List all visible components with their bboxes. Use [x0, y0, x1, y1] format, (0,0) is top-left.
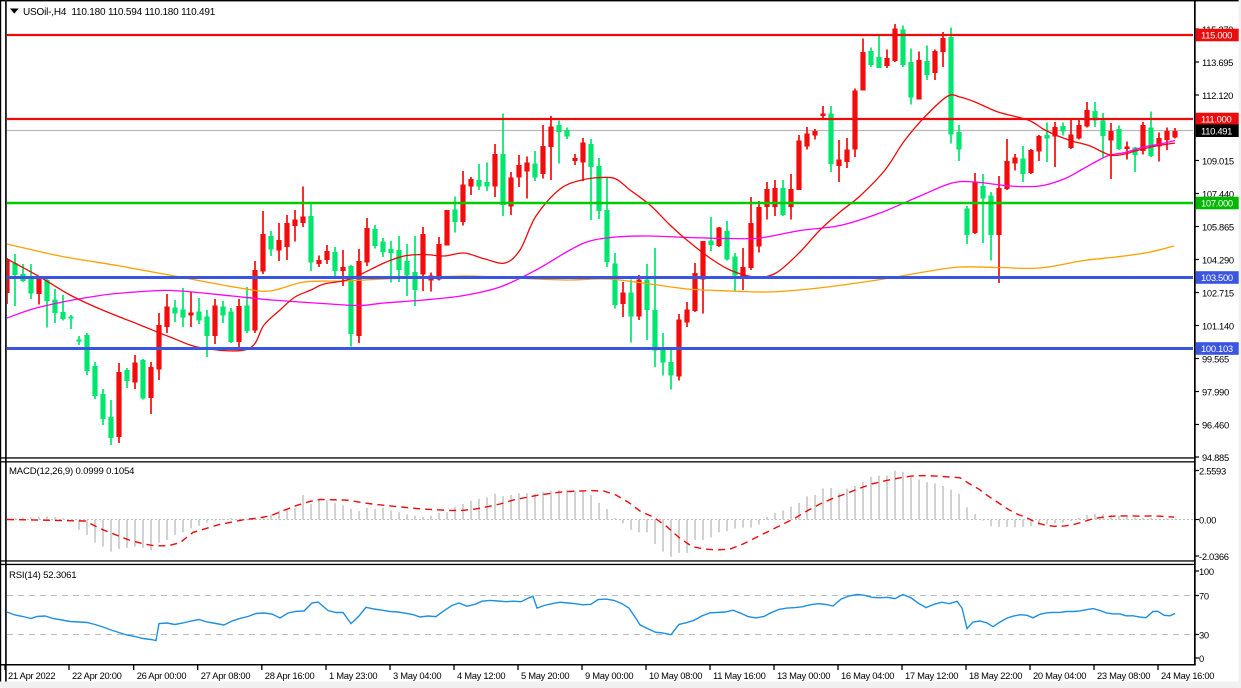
svg-text:23 May 08:00: 23 May 08:00: [1097, 670, 1150, 681]
svg-text:107.000: 107.000: [1201, 198, 1233, 209]
svg-text:100.103: 100.103: [1201, 343, 1233, 354]
svg-text:105.865: 105.865: [1202, 221, 1234, 232]
svg-text:0.00: 0.00: [1199, 514, 1216, 525]
svg-text:USOil-,H4 110.180 110.594 110: USOil-,H4 110.180 110.594 110.180 110.49…: [23, 7, 216, 18]
svg-text:17 May 12:00: 17 May 12:00: [905, 670, 958, 681]
svg-text:100: 100: [1199, 566, 1214, 577]
svg-text:110.491: 110.491: [1201, 125, 1232, 136]
svg-text:1 May 23:00: 1 May 23:00: [329, 670, 377, 681]
svg-text:97.990: 97.990: [1202, 386, 1229, 397]
svg-text:27 Apr 08:00: 27 Apr 08:00: [201, 670, 251, 681]
svg-text:20 May 04:00: 20 May 04:00: [1033, 670, 1086, 681]
svg-text:0: 0: [1199, 653, 1204, 664]
svg-text:-2.0366: -2.0366: [1199, 551, 1229, 562]
svg-text:96.460: 96.460: [1202, 419, 1229, 430]
svg-text:4 May 12:00: 4 May 12:00: [457, 670, 505, 681]
svg-text:103.500: 103.500: [1201, 272, 1233, 283]
svg-text:MACD(12,26,9) 0.0999 0.1054: MACD(12,26,9) 0.0999 0.1054: [9, 466, 135, 477]
svg-text:107.440: 107.440: [1202, 188, 1234, 199]
svg-text:24 May 16:00: 24 May 16:00: [1161, 670, 1214, 681]
svg-text:99.565: 99.565: [1202, 353, 1229, 364]
svg-text:70: 70: [1199, 590, 1209, 601]
svg-text:101.140: 101.140: [1202, 320, 1234, 331]
svg-text:111.000: 111.000: [1201, 114, 1231, 125]
svg-text:115.000: 115.000: [1201, 30, 1232, 41]
svg-text:11 May 16:00: 11 May 16:00: [713, 670, 766, 681]
svg-text:21 Apr 2022: 21 Apr 2022: [8, 670, 55, 681]
svg-text:104.290: 104.290: [1202, 254, 1234, 265]
svg-text:9 May 00:00: 9 May 00:00: [585, 670, 633, 681]
svg-text:2.5593: 2.5593: [1199, 465, 1226, 476]
svg-text:102.715: 102.715: [1202, 287, 1234, 298]
svg-text:3 May 04:00: 3 May 04:00: [393, 670, 441, 681]
svg-text:113.695: 113.695: [1202, 57, 1233, 68]
svg-text:RSI(14) 52.3061: RSI(14) 52.3061: [9, 570, 76, 581]
svg-text:112.120: 112.120: [1202, 90, 1233, 101]
svg-text:26 Apr 00:00: 26 Apr 00:00: [137, 670, 187, 681]
svg-text:18 May 22:00: 18 May 22:00: [969, 670, 1022, 681]
svg-text:109.015: 109.015: [1202, 155, 1234, 166]
svg-text:16 May 04:00: 16 May 04:00: [841, 670, 894, 681]
svg-text:94.885: 94.885: [1202, 452, 1229, 463]
svg-text:28 Apr 16:00: 28 Apr 16:00: [265, 670, 315, 681]
svg-text:30: 30: [1199, 629, 1209, 640]
svg-text:10 May 08:00: 10 May 08:00: [649, 670, 702, 681]
svg-text:22 Apr 20:00: 22 Apr 20:00: [72, 670, 122, 681]
svg-text:5 May 20:00: 5 May 20:00: [521, 670, 569, 681]
svg-text:13 May 00:00: 13 May 00:00: [777, 670, 830, 681]
